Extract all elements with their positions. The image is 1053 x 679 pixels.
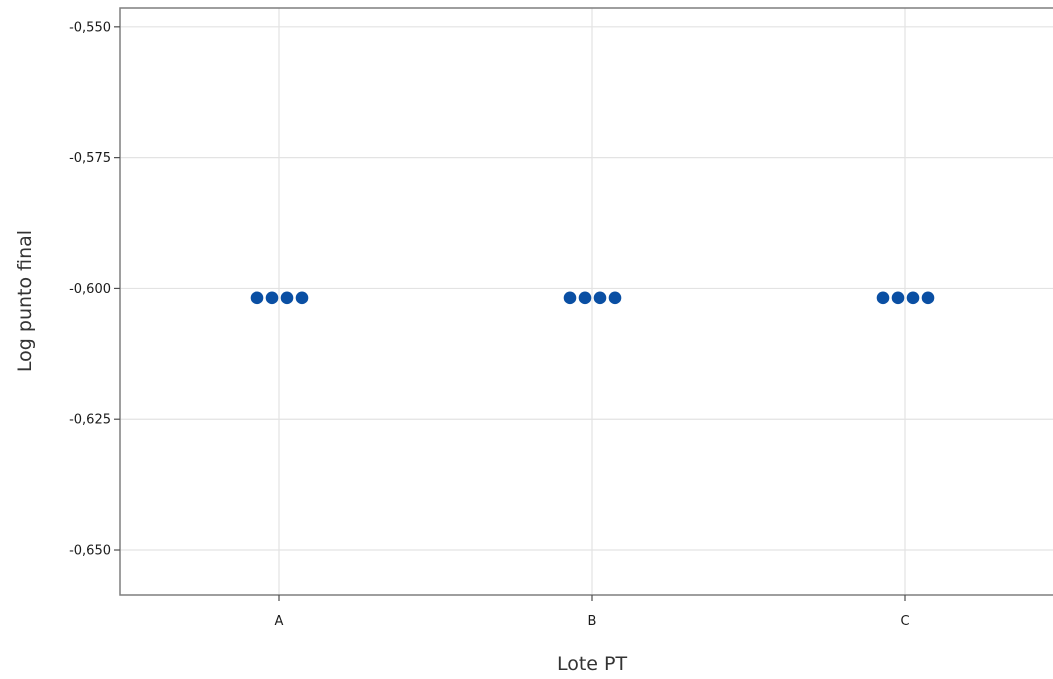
y-tick-label: -0,650 <box>69 544 111 559</box>
data-point <box>593 291 607 305</box>
y-tick-label: -0,600 <box>69 282 111 297</box>
plot-area-frame <box>119 7 1053 596</box>
data-point <box>921 291 935 305</box>
x-tick-label: C <box>900 614 909 629</box>
y-tick-label: -0,625 <box>69 413 111 428</box>
data-point <box>265 291 279 305</box>
data-point <box>891 291 905 305</box>
data-point <box>250 291 264 305</box>
axis-ticks: -0,550 -0,575 -0,600 -0,625 -0,650 A B C <box>69 20 909 629</box>
x-tick-label: B <box>588 614 597 629</box>
data-point <box>876 291 890 305</box>
data-point <box>906 291 920 305</box>
data-point <box>578 291 592 305</box>
data-point <box>608 291 622 305</box>
data-point <box>295 291 309 305</box>
data-point <box>280 291 294 305</box>
y-tick-label: -0,575 <box>69 151 111 166</box>
x-axis-title: Lote PT <box>557 653 628 675</box>
y-axis-title: Log punto final <box>14 230 36 372</box>
data-points <box>250 291 935 305</box>
y-tick-label: -0,550 <box>69 20 111 35</box>
x-tick-label: A <box>275 614 284 629</box>
data-point <box>563 291 577 305</box>
gridlines <box>120 8 1053 595</box>
